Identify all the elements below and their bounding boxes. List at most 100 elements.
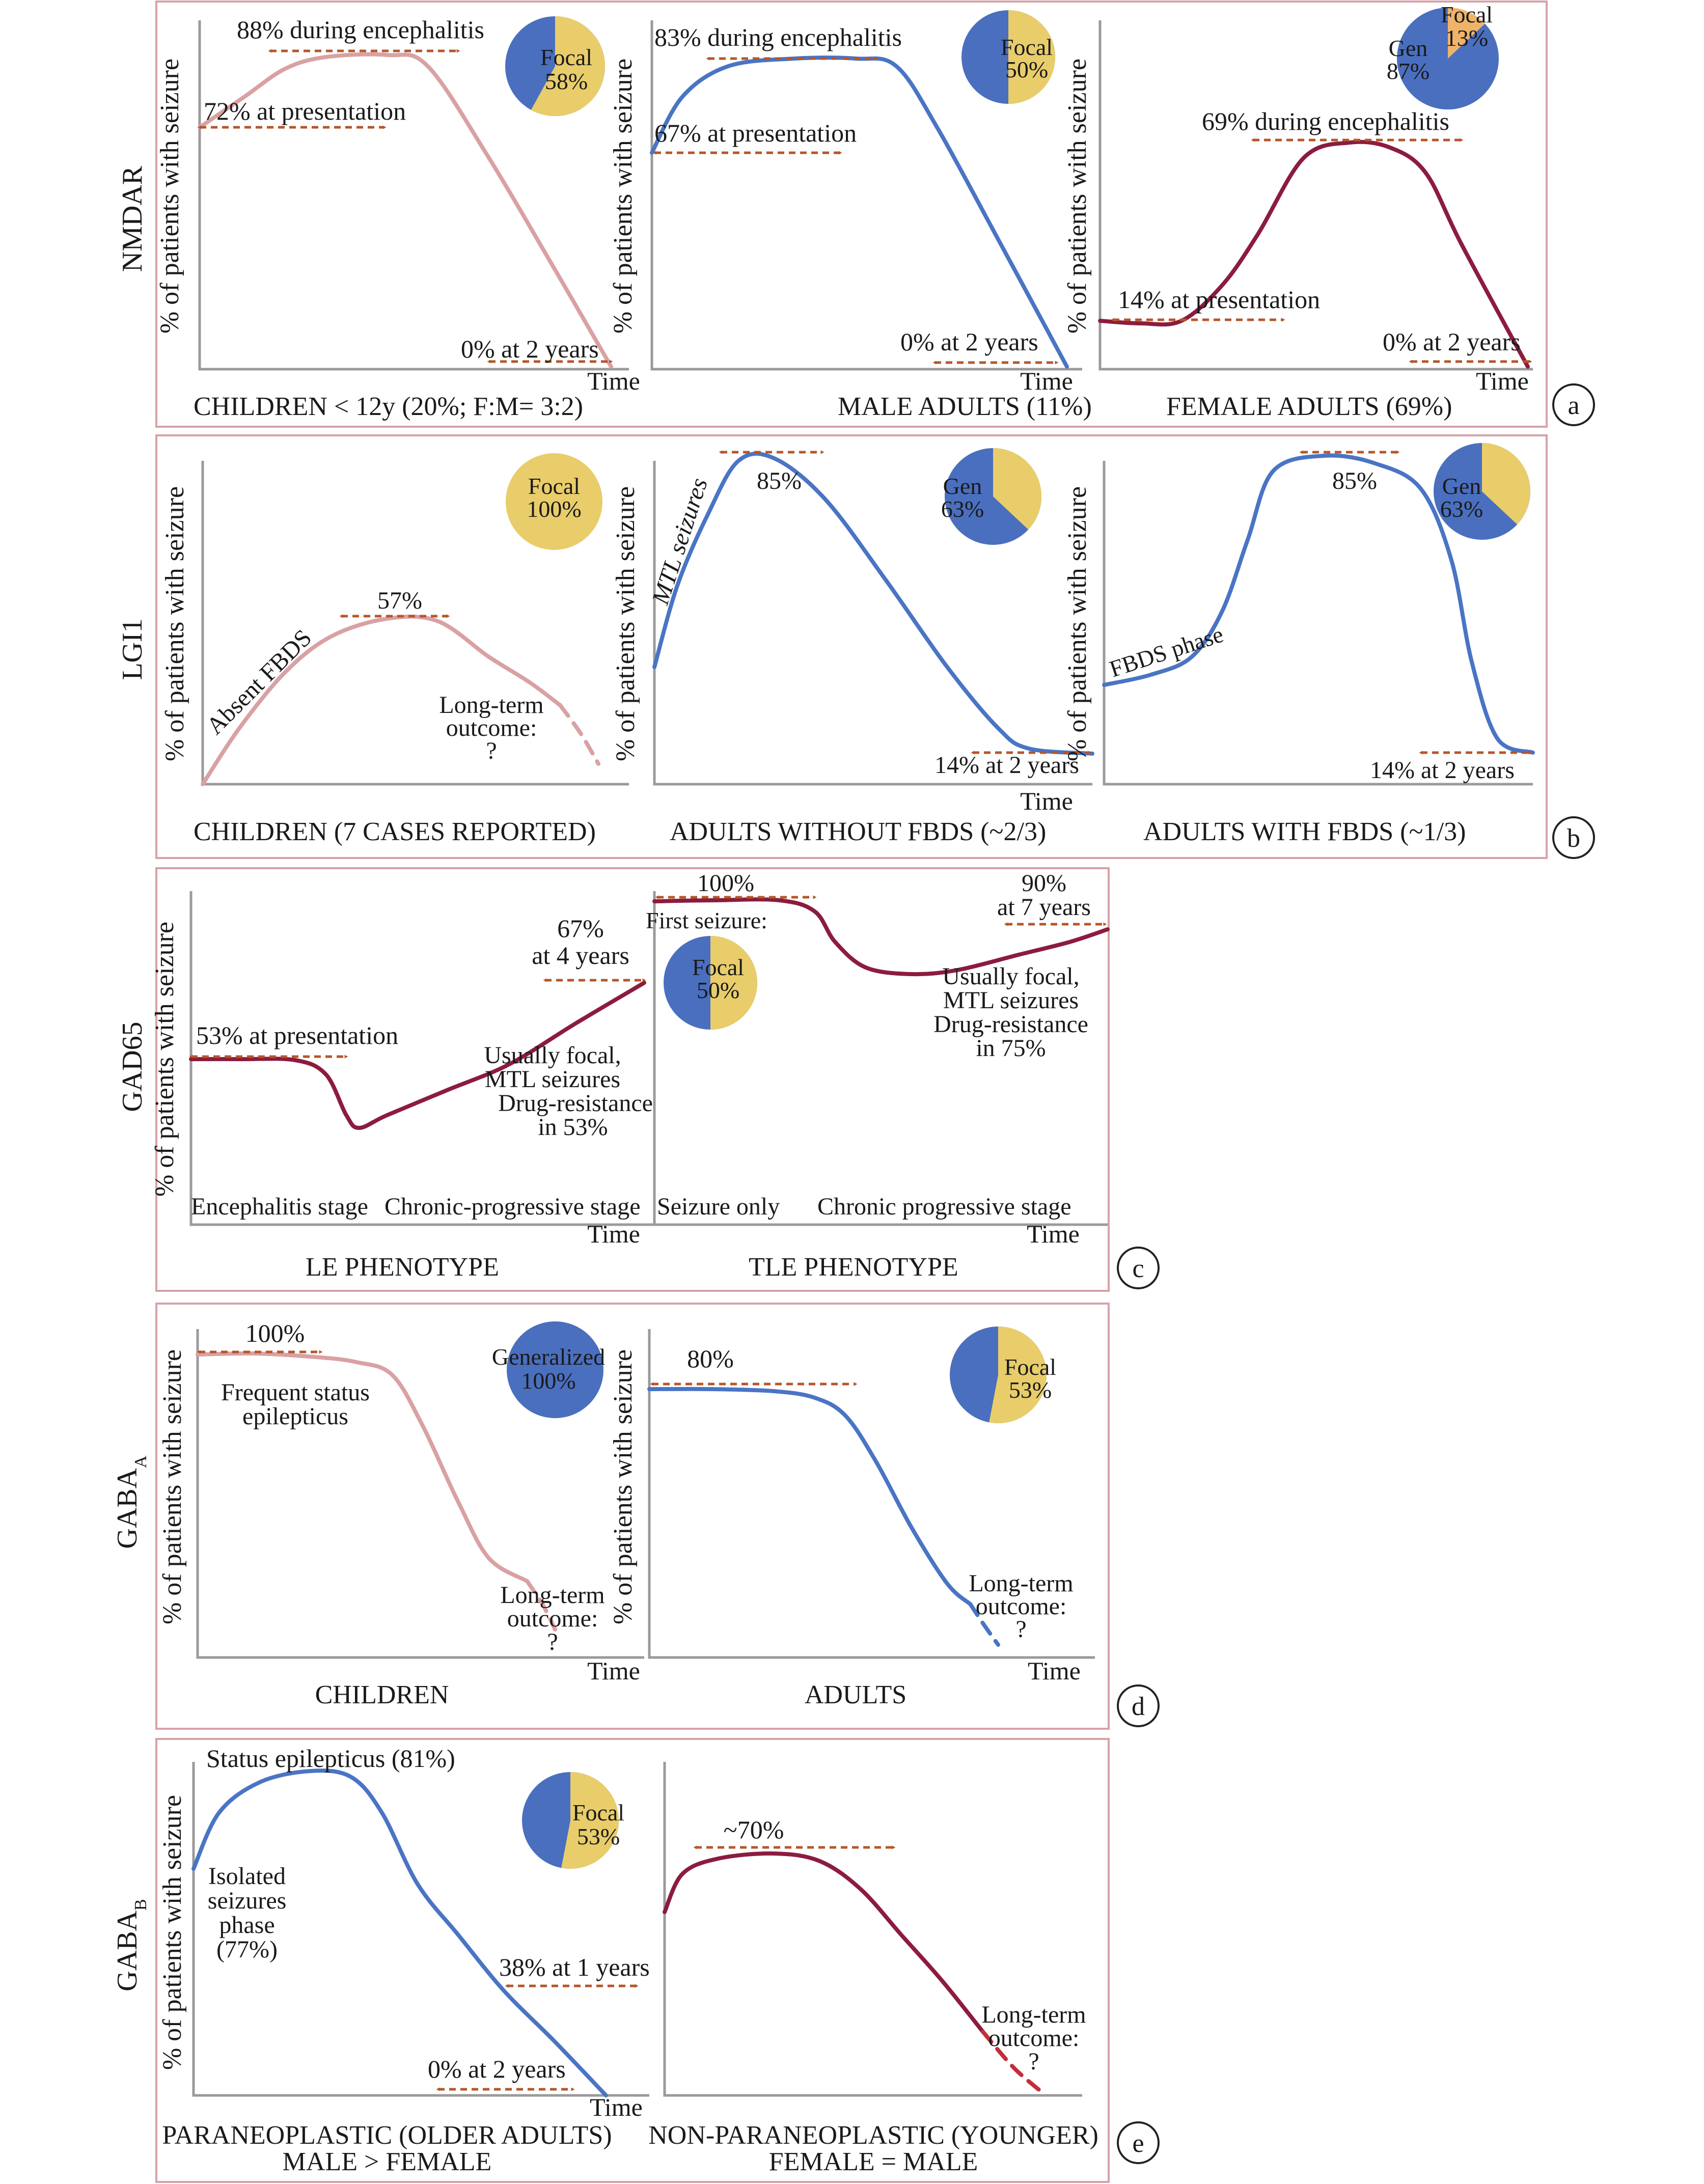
a1-ann-peak: 88% during encephalitis (237, 15, 484, 44)
c2-note4: in 75% (976, 1035, 1046, 1062)
a3-ylabel: % of patients with seizure (1063, 59, 1092, 334)
d1-line-dash (525, 1579, 557, 1632)
c1-note4: in 53% (538, 1114, 608, 1141)
a3-pie-l2: 13% (1445, 25, 1488, 51)
c2-caption: TLE PHENOTYPE (749, 1253, 958, 1282)
c2-pie (664, 936, 757, 1030)
e1-line (191, 1768, 608, 2097)
e1-iso1: Isolated (208, 1863, 286, 1890)
d2-caption: ADULTS (805, 1680, 906, 1709)
a1-pie-slice-a (531, 16, 605, 116)
a3-caption: FEMALE ADULTS (69%) (1166, 392, 1452, 421)
b1-line (201, 614, 562, 786)
e1-pie (522, 1772, 619, 1869)
a3-ann-pres: 14% at presentation (1118, 285, 1320, 314)
a3-pie-l4: 87% (1387, 58, 1430, 84)
d2-ann-top: 80% (687, 1344, 734, 1373)
a2-ylabel: % of patients with seizure (609, 59, 638, 334)
c2-note2: MTL seizures (943, 987, 1079, 1014)
panel-b-letter: b (1567, 824, 1580, 853)
c2-stage2: Chronic progressive stage (817, 1193, 1071, 1220)
b1-pie-l2: 100% (527, 496, 581, 522)
d2-pie-l2: 53% (1009, 1377, 1052, 1403)
b3-ylabel: % of patients with seizure (1063, 486, 1092, 761)
c1-note2: MTL seizures (485, 1066, 620, 1093)
a3-axes (1098, 20, 1533, 371)
d2-ylabel: % of patients with seizure (609, 1349, 638, 1624)
e1-ann-1y: 38% at 1 years (499, 1953, 650, 1981)
c2-line (652, 897, 1110, 977)
a2-pie-l2: 50% (1005, 57, 1048, 82)
b2-ann-peak: 85% (757, 467, 802, 494)
e1-iso2: seizures (208, 1887, 287, 1914)
d2-axes (648, 1329, 1095, 1659)
d1-time: Time (587, 1656, 640, 1685)
b1-ann-peak: 57% (377, 587, 422, 614)
b1-ylabel: % of patients with seizure (160, 486, 189, 761)
panel-c-letter-circle (1117, 1247, 1160, 1289)
d2-pie (950, 1326, 1047, 1423)
b1-pie (506, 453, 602, 550)
e1-ylabel: % of patients with seizure (158, 1795, 187, 2070)
a2-ann-end: 0% at 2 years (900, 327, 1038, 356)
e1-pie-l2: 53% (577, 1823, 620, 1849)
panel-a-letter: a (1568, 391, 1579, 420)
a3-ann-end: 0% at 2 years (1383, 327, 1521, 356)
c2-ann-start: 100% (697, 870, 754, 897)
c1-ann-end-a: 67% (557, 914, 604, 943)
a2-pie-l1: Focal (1001, 34, 1053, 60)
a1-ylabel: % of patients with seizure (155, 59, 184, 334)
a1-pie-l1: Focal (540, 44, 592, 70)
d1-lt2: outcome: (507, 1605, 598, 1632)
d1-pie (507, 1321, 603, 1418)
panel-e-label-subscript: B (131, 1899, 150, 1911)
panel-b-frame (155, 434, 1548, 859)
e1-caption2: MALE > FEMALE (283, 2147, 492, 2176)
e1-pie-slice-a (561, 1772, 619, 1869)
c2-pie-l1: Focal (692, 954, 744, 980)
b1-pie-slice-a (506, 453, 602, 550)
a1-ann-pres: 72% at presentation (204, 97, 406, 125)
d1-ylabel: % of patients with seizure (158, 1349, 187, 1624)
panel-e-letter: e (1132, 2129, 1144, 2158)
c2-time: Time (1027, 1220, 1080, 1248)
panel-d-label-subscript: A (131, 1455, 150, 1468)
c1-note3: Drug-resistance (498, 1090, 653, 1117)
e2-line-dash (981, 2030, 1043, 2094)
d1-lt3: ? (547, 1628, 558, 1655)
e1-iso4: (77%) (216, 1936, 278, 1963)
a3-time: Time (1476, 367, 1529, 395)
panel-e-letter-circle (1117, 2121, 1160, 2164)
d2-pie-slice-a (989, 1326, 1047, 1423)
a3-ann-peak: 69% during encephalitis (1202, 107, 1449, 135)
panel-c-label: GAD65 (117, 1021, 148, 1112)
d1-pie-slice-a (507, 1321, 603, 1418)
c1-time: Time (587, 1220, 640, 1248)
e1-pie-l1: Focal (572, 1800, 624, 1826)
c2-note1: Usually focal, (942, 963, 1079, 990)
d2-pie-l1: Focal (1004, 1354, 1056, 1380)
panel-a-label: NMDAR (117, 165, 148, 272)
panel-a-letter-circle (1552, 383, 1595, 426)
b3-pie-slice-a (1482, 443, 1531, 524)
panel-e-label: GABAB (112, 1899, 150, 1991)
panel-e-frame (155, 1738, 1110, 2183)
a1-pie-l2: 58% (545, 68, 588, 94)
d2-lt3: ? (1015, 1616, 1026, 1643)
c1-axes (189, 891, 654, 1226)
a2-axes (650, 20, 1082, 371)
panel-d-label: GABAA (112, 1455, 150, 1549)
a3-pie-l1: Focal (1441, 2, 1493, 27)
b2-pie-l1: Gen (943, 473, 982, 499)
b2-pie-l2: 63% (941, 496, 984, 522)
c2-axes (653, 891, 1108, 1226)
e2-lt2: outcome: (988, 2025, 1080, 2052)
b3-ann-peak: 85% (1332, 467, 1377, 494)
b1-lt2: outcome: (446, 714, 537, 741)
c1-ann-pres: 53% at presentation (196, 1021, 398, 1049)
a2-caption: MALE ADULTS (11%) (838, 392, 1092, 421)
d1-axes (196, 1329, 644, 1659)
c1-stage1: Encephalitis stage (191, 1193, 368, 1220)
a3-pie-l3: Gen (1389, 35, 1428, 61)
a2-pie (961, 10, 1055, 104)
